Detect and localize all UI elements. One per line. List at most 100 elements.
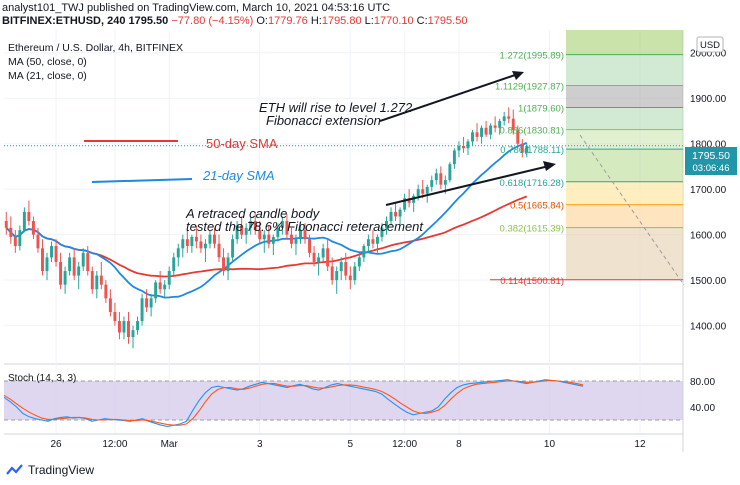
candle-body xyxy=(176,248,180,258)
candle-body xyxy=(81,252,85,267)
stoch-band xyxy=(4,381,683,420)
candle-body xyxy=(339,261,343,272)
moving-averages xyxy=(4,142,683,299)
sma21-annotation: 21-day SMA xyxy=(202,168,275,183)
candle-body xyxy=(452,150,456,165)
currency-badge[interactable] xyxy=(696,36,724,53)
candle-body xyxy=(516,130,520,144)
ohlc-header: BITFINEX:ETHUSD, 240 1795.50 −77.80 (−4.… xyxy=(2,15,467,27)
fib-band xyxy=(566,227,683,280)
candle-body xyxy=(475,132,479,137)
candle-body xyxy=(425,186,429,194)
symbol-label: BITFINEX:ETHUSD, 240 xyxy=(2,15,126,27)
publish-info: analyst101_TWJ published on TradingView.… xyxy=(2,2,390,14)
candle-body xyxy=(158,282,162,290)
candle-body xyxy=(208,234,212,244)
candle-body xyxy=(280,221,284,228)
fib-level-label: 1(1879.60) xyxy=(518,103,564,114)
stoch-title: Stoch (14, 3, 3) xyxy=(8,373,76,384)
open-value: 1779.76 xyxy=(268,15,308,27)
ma21-line xyxy=(5,142,528,299)
candle-body xyxy=(36,234,40,249)
rise-annotation-2: Fibonacci extension xyxy=(266,113,381,128)
retrace-arrow-head xyxy=(543,161,556,171)
candle-body xyxy=(484,127,488,135)
candle-body xyxy=(502,116,506,121)
fib-band xyxy=(566,54,683,86)
time-tick-label: 12:00 xyxy=(392,439,417,450)
low-label: L: xyxy=(364,15,374,27)
candle-body xyxy=(511,118,515,131)
candle-body xyxy=(353,266,357,281)
sma50-annotation: 50-day SMA xyxy=(206,136,278,151)
candle-body xyxy=(235,225,239,240)
time-tick-label: 12 xyxy=(634,439,646,450)
fib-band xyxy=(566,85,683,108)
time-tick-label: 12:00 xyxy=(102,439,127,450)
candle-body xyxy=(72,257,76,276)
time-tick-label: 3 xyxy=(257,439,263,450)
price-tick-label: 2000.00 xyxy=(690,49,727,60)
candle-body xyxy=(131,330,135,337)
publish-line: analyst101_TWJ published on TradingView.… xyxy=(2,2,391,14)
candle-body xyxy=(149,298,153,308)
fib-band xyxy=(566,149,683,182)
fib-band-top xyxy=(566,30,683,55)
legend-ma21: MA (21, close, 0) xyxy=(8,70,87,82)
stoch-d-line xyxy=(3,379,584,426)
candle-body xyxy=(330,266,334,281)
candle-body xyxy=(480,127,484,137)
candle-body xyxy=(194,236,198,242)
fib-level-label: 0.886(1830.81) xyxy=(500,126,564,137)
candle-body xyxy=(471,132,474,142)
candle-body xyxy=(122,321,126,333)
retrace-arrow xyxy=(385,165,550,206)
candle-body xyxy=(380,227,384,237)
price-tick-label: 1700.00 xyxy=(690,185,727,196)
candle-body xyxy=(375,236,379,244)
candle-body xyxy=(185,239,189,247)
candle-body xyxy=(489,125,493,135)
sma21-marker xyxy=(91,178,193,183)
time-tick-label: Mar xyxy=(161,439,179,450)
candle-body xyxy=(443,180,447,185)
candle-body xyxy=(41,248,44,272)
candle-body xyxy=(77,266,81,276)
tradingview-footer[interactable]: TradingView xyxy=(6,463,94,477)
time-tick-label: 10 xyxy=(544,439,556,450)
candle-body xyxy=(226,257,230,272)
candle-body xyxy=(45,257,49,272)
last-price: 1795.50 xyxy=(128,15,169,27)
close-label: C: xyxy=(416,15,428,27)
candle-body xyxy=(54,246,58,262)
candle-body xyxy=(303,230,307,240)
candle-body xyxy=(90,271,94,290)
candle-body xyxy=(366,239,370,247)
candle-body xyxy=(104,284,108,299)
candle-body xyxy=(13,236,17,247)
currency-label: USD xyxy=(700,40,720,51)
candle-body xyxy=(213,234,216,244)
candle-body xyxy=(457,145,461,151)
price-tick-label: 1900.00 xyxy=(690,94,727,105)
fibonacci-zone xyxy=(490,30,683,281)
price-badge-value: 1795.50 xyxy=(692,150,730,162)
retrace-annotation-1: A retraced candle body xyxy=(185,206,321,221)
fib-band xyxy=(566,129,683,150)
candle-body xyxy=(249,221,253,228)
candle-body xyxy=(498,120,502,128)
candle-body xyxy=(439,173,443,185)
price-change: −77.80 (−4.15%) xyxy=(171,15,254,27)
fib-band xyxy=(566,204,683,228)
candle-body xyxy=(50,246,54,258)
candle-body xyxy=(335,271,339,281)
candle-body xyxy=(99,275,103,285)
price-tick-label: 1800.00 xyxy=(690,140,727,151)
candle-body xyxy=(520,143,524,153)
retrace-annotation-2: tested the 78.6% Fibonacci reteracement xyxy=(186,219,424,234)
candle-body xyxy=(493,125,497,128)
axes: 2000.00 1900.00 1800.00 1700.00 1600.00 1500.… xyxy=(50,49,726,450)
candle-body xyxy=(127,321,130,337)
fib-band xyxy=(566,181,683,205)
